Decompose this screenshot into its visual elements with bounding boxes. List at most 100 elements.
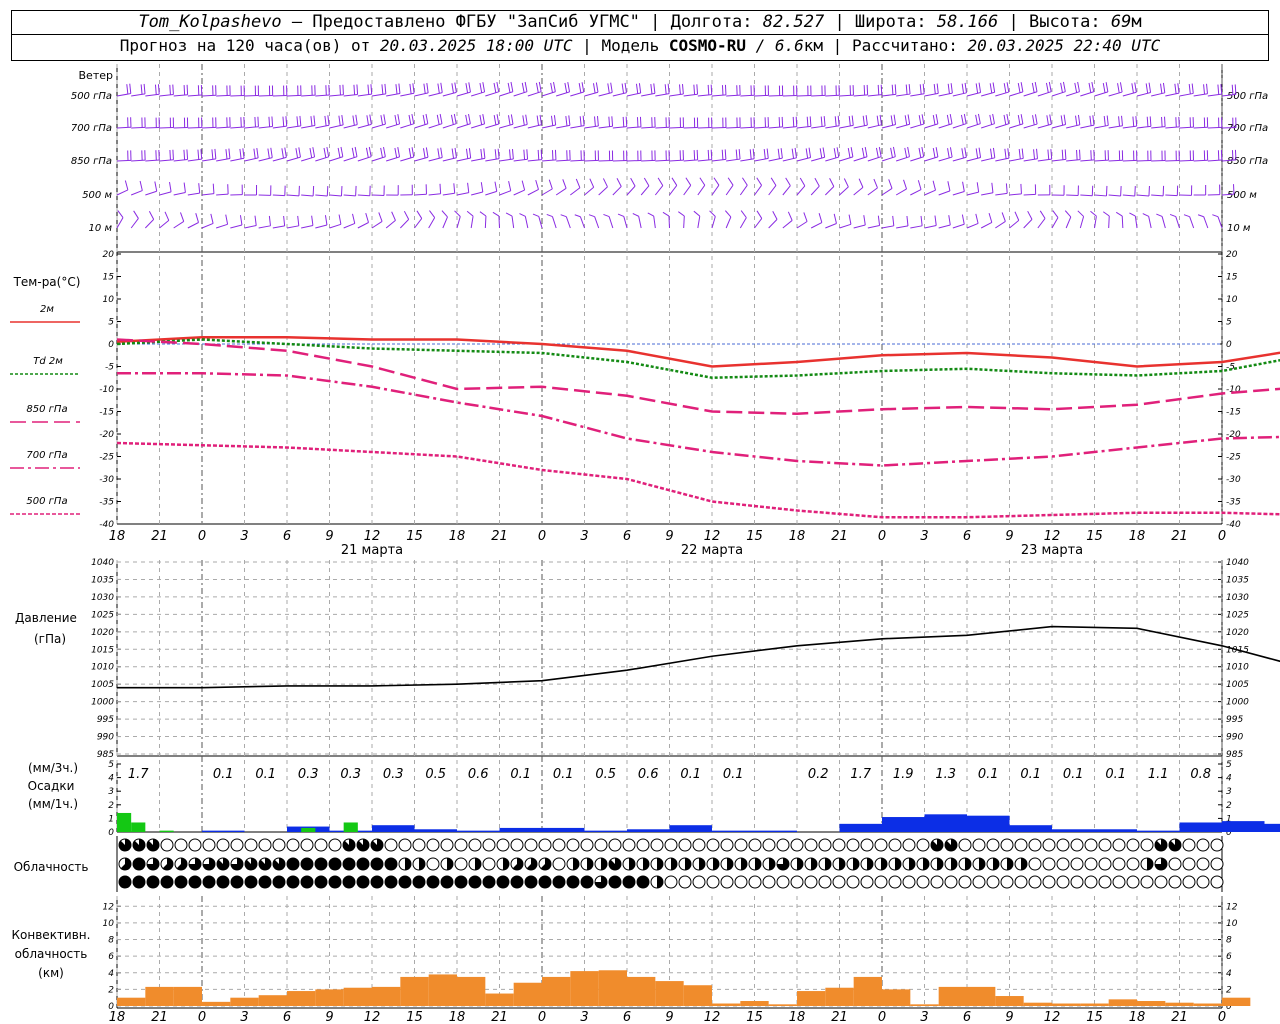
wind-barb-feather [1034, 81, 1038, 92]
wind-barb-feather [383, 114, 386, 125]
wind-barb-feather [1164, 116, 1166, 127]
wind-barb-feather [892, 215, 895, 226]
time-tick-label-bottom: 15 [1086, 1010, 1103, 1024]
wind-barb-feather [326, 146, 330, 157]
wind-barb-feather [992, 113, 995, 124]
wind-barb-shaft [371, 221, 383, 229]
conv-bar [485, 993, 514, 1006]
wind-barb-feather [1018, 149, 1021, 160]
wind-barb-feather [990, 148, 993, 159]
wind-barb-shaft [640, 185, 650, 196]
cloud-cover-full [315, 876, 327, 888]
cloud-cover-circle [188, 838, 202, 852]
cloud-cover-fill [609, 858, 622, 871]
wind-barb-shaft [952, 223, 965, 229]
alt-unit: м [1131, 12, 1142, 32]
cloud-cover-circle [454, 838, 468, 852]
wind-barb-feather [888, 179, 893, 189]
wind-barb-feather [365, 213, 369, 223]
wind-barb-shaft [1065, 216, 1072, 229]
precip-bar [1137, 830, 1180, 832]
wind-barb-shaft [1037, 91, 1052, 97]
y-tick-label-left: 0 [108, 828, 114, 838]
y-tick-label-left: 985 [97, 750, 114, 760]
wind-barb-feather [602, 178, 608, 188]
wind-barb-shaft [638, 216, 642, 229]
wind-barb-shaft [655, 159, 670, 162]
wind-barb-shaft [924, 123, 939, 129]
wind-barb-feather [535, 180, 539, 190]
wind-barb-shaft [513, 91, 528, 97]
wind-barb-feather [340, 146, 344, 157]
y-tick-label-left: 2 [108, 985, 114, 995]
cloud-cover-fill [937, 858, 943, 870]
wind-barb-feather [285, 116, 288, 127]
precip-bar [839, 823, 882, 832]
time-axis-labels: 1818212100336699121215151818212100336699… [109, 529, 1226, 1024]
wind-barb-shaft [1193, 93, 1208, 97]
cloud-cover-fill [825, 858, 831, 870]
wind-barb-shaft [428, 193, 441, 196]
cloud-cover-full [343, 858, 355, 870]
cloud-cover-full [413, 876, 425, 888]
time-tick-label: 12 [1044, 529, 1061, 544]
wind-barb-feather [505, 212, 513, 217]
wind-barb-shaft [272, 225, 285, 229]
wind-level-label: 700 гПа [71, 123, 112, 134]
wind-barb-feather [1119, 82, 1123, 93]
wind-barb-shaft [740, 94, 755, 97]
wind-barb-feather [679, 84, 681, 95]
cloud-cover-full [623, 876, 635, 888]
wind-barb-feather [157, 84, 160, 95]
wind-barb-shaft [910, 123, 924, 129]
cloud-cover-full [329, 858, 341, 870]
conv-bar [683, 985, 712, 1006]
y-tick-label-right: 1030 [1226, 593, 1249, 603]
wind-barb-feather [560, 214, 567, 218]
wind-barb-shaft [116, 189, 129, 196]
wind-barb-feather [426, 82, 429, 93]
wind-barb-shaft [201, 223, 214, 229]
conv-bar [570, 971, 599, 1006]
wind-barb-feather [1089, 115, 1092, 126]
cloud-cover-circle [1084, 857, 1098, 871]
wind-barb-shaft [740, 158, 755, 162]
cloud-cover-circle [1014, 838, 1028, 852]
wind-barb-feather [324, 215, 328, 226]
cloud-cover-circle [1112, 875, 1126, 889]
precip-3h-totals: 1.7 0.1 0.1 0.3 0.3 0.3 0.5 0.6 0.1 0.1 0.5 0.6 0.1 0… [128, 767, 1211, 782]
wind-barb-shaft [725, 216, 732, 229]
wind-barb-feather [172, 84, 174, 95]
cloud-cover-full [357, 876, 369, 888]
wind-barb-shaft [216, 158, 231, 162]
wind-barb-shaft [428, 217, 436, 229]
wind-barb-shaft [867, 94, 882, 97]
cloud-cover-full [567, 876, 579, 888]
y-tick-label-left: 1 [108, 814, 114, 824]
wind-barb-feather [588, 214, 595, 218]
cloud-cover-full [245, 876, 257, 888]
wind-barb-shaft [1217, 216, 1223, 229]
precip-bar [967, 815, 1010, 832]
wind-barb-shaft [471, 191, 483, 196]
wind-barb-feather [493, 82, 497, 93]
cloud-cover-circle [902, 875, 916, 889]
wind-barb-shaft [286, 194, 300, 197]
cloud-cover-fill [945, 839, 958, 851]
wind-barb-feather [1174, 83, 1177, 94]
wind-barb-feather [1115, 211, 1123, 217]
wind-barb-feather [467, 182, 470, 193]
cloud-cover-circle [622, 838, 636, 852]
wind-barb-feather [1102, 211, 1110, 217]
y-tick-label-right: 6 [1226, 952, 1232, 962]
wind-barb-shaft [470, 216, 474, 229]
conv-bar [1052, 1003, 1081, 1006]
wind-barb-shaft [910, 225, 923, 229]
wind-barb-feather [550, 82, 553, 93]
wind-barb-feather [254, 116, 256, 128]
wind-barb-feather [803, 212, 808, 222]
wind-barb-shaft [853, 156, 868, 162]
wind-barb-shaft [768, 126, 783, 129]
wind-barb-feather [977, 113, 981, 124]
time-tick-label: 6 [283, 529, 291, 544]
